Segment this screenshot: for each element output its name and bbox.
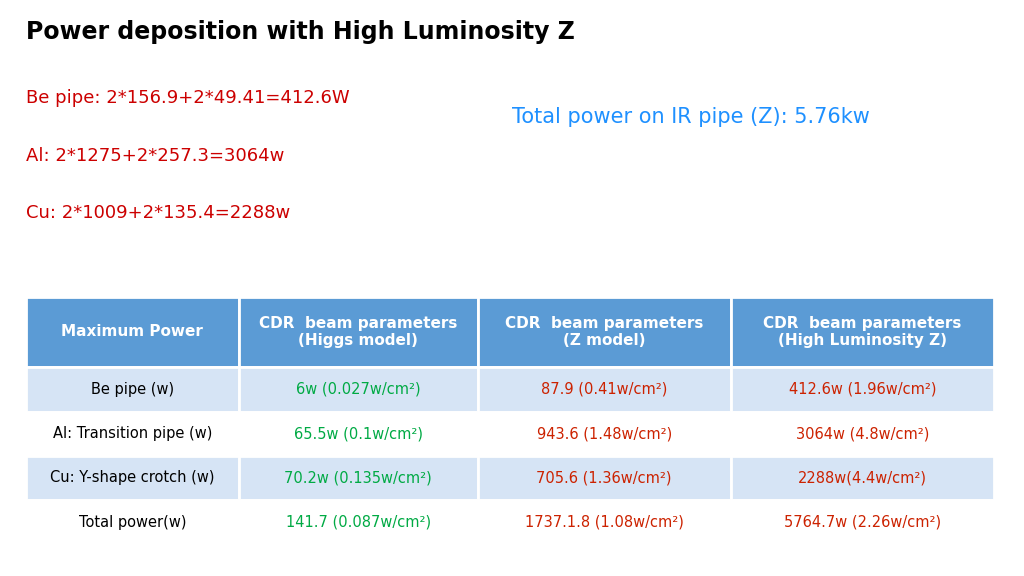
FancyBboxPatch shape — [240, 456, 477, 500]
FancyBboxPatch shape — [26, 456, 240, 500]
Text: Al: Transition pipe (w): Al: Transition pipe (w) — [52, 426, 212, 441]
Text: Be pipe: 2*156.9+2*49.41=412.6W: Be pipe: 2*156.9+2*49.41=412.6W — [26, 89, 349, 107]
Text: Maximum Power: Maximum Power — [61, 324, 204, 339]
FancyBboxPatch shape — [731, 297, 994, 367]
Text: 705.6 (1.36w/cm²): 705.6 (1.36w/cm²) — [537, 471, 672, 486]
Text: 1737.1.8 (1.08w/cm²): 1737.1.8 (1.08w/cm²) — [524, 515, 684, 530]
Text: Cu: 2*1009+2*135.4=2288w: Cu: 2*1009+2*135.4=2288w — [26, 204, 290, 222]
FancyBboxPatch shape — [731, 500, 994, 544]
FancyBboxPatch shape — [26, 297, 240, 367]
Text: Al: 2*1275+2*257.3=3064w: Al: 2*1275+2*257.3=3064w — [26, 147, 284, 165]
Text: CDR  beam parameters
(Z model): CDR beam parameters (Z model) — [505, 316, 703, 348]
Text: Total power on IR pipe (Z): 5.76kw: Total power on IR pipe (Z): 5.76kw — [512, 107, 869, 127]
Text: CDR  beam parameters
(High Luminosity Z): CDR beam parameters (High Luminosity Z) — [763, 316, 962, 348]
FancyBboxPatch shape — [26, 500, 240, 544]
FancyBboxPatch shape — [477, 411, 731, 456]
FancyBboxPatch shape — [477, 297, 731, 367]
Text: 3064w (4.8w/cm²): 3064w (4.8w/cm²) — [796, 426, 929, 441]
Text: 5764.7w (2.26w/cm²): 5764.7w (2.26w/cm²) — [784, 515, 941, 530]
Text: Total power(w): Total power(w) — [79, 515, 186, 530]
Text: Power deposition with High Luminosity Z: Power deposition with High Luminosity Z — [26, 20, 574, 44]
Text: 2288w(4.4w/cm²): 2288w(4.4w/cm²) — [798, 471, 927, 486]
Text: 70.2w (0.135w/cm²): 70.2w (0.135w/cm²) — [285, 471, 432, 486]
Text: Be pipe (w): Be pipe (w) — [91, 382, 174, 397]
Text: 65.5w (0.1w/cm²): 65.5w (0.1w/cm²) — [294, 426, 423, 441]
FancyBboxPatch shape — [731, 411, 994, 456]
FancyBboxPatch shape — [477, 367, 731, 411]
FancyBboxPatch shape — [240, 500, 477, 544]
FancyBboxPatch shape — [26, 367, 240, 411]
Text: 412.6w (1.96w/cm²): 412.6w (1.96w/cm²) — [788, 382, 936, 397]
FancyBboxPatch shape — [477, 500, 731, 544]
Text: 943.6 (1.48w/cm²): 943.6 (1.48w/cm²) — [537, 426, 672, 441]
FancyBboxPatch shape — [731, 456, 994, 500]
Text: 6w (0.027w/cm²): 6w (0.027w/cm²) — [296, 382, 421, 397]
Text: 87.9 (0.41w/cm²): 87.9 (0.41w/cm²) — [541, 382, 668, 397]
FancyBboxPatch shape — [240, 297, 477, 367]
FancyBboxPatch shape — [477, 456, 731, 500]
FancyBboxPatch shape — [26, 411, 240, 456]
Text: Cu: Y-shape crotch (w): Cu: Y-shape crotch (w) — [50, 471, 215, 486]
Text: 141.7 (0.087w/cm²): 141.7 (0.087w/cm²) — [286, 515, 431, 530]
Text: CDR  beam parameters
(Higgs model): CDR beam parameters (Higgs model) — [259, 316, 458, 348]
FancyBboxPatch shape — [731, 367, 994, 411]
FancyBboxPatch shape — [240, 411, 477, 456]
FancyBboxPatch shape — [240, 367, 477, 411]
